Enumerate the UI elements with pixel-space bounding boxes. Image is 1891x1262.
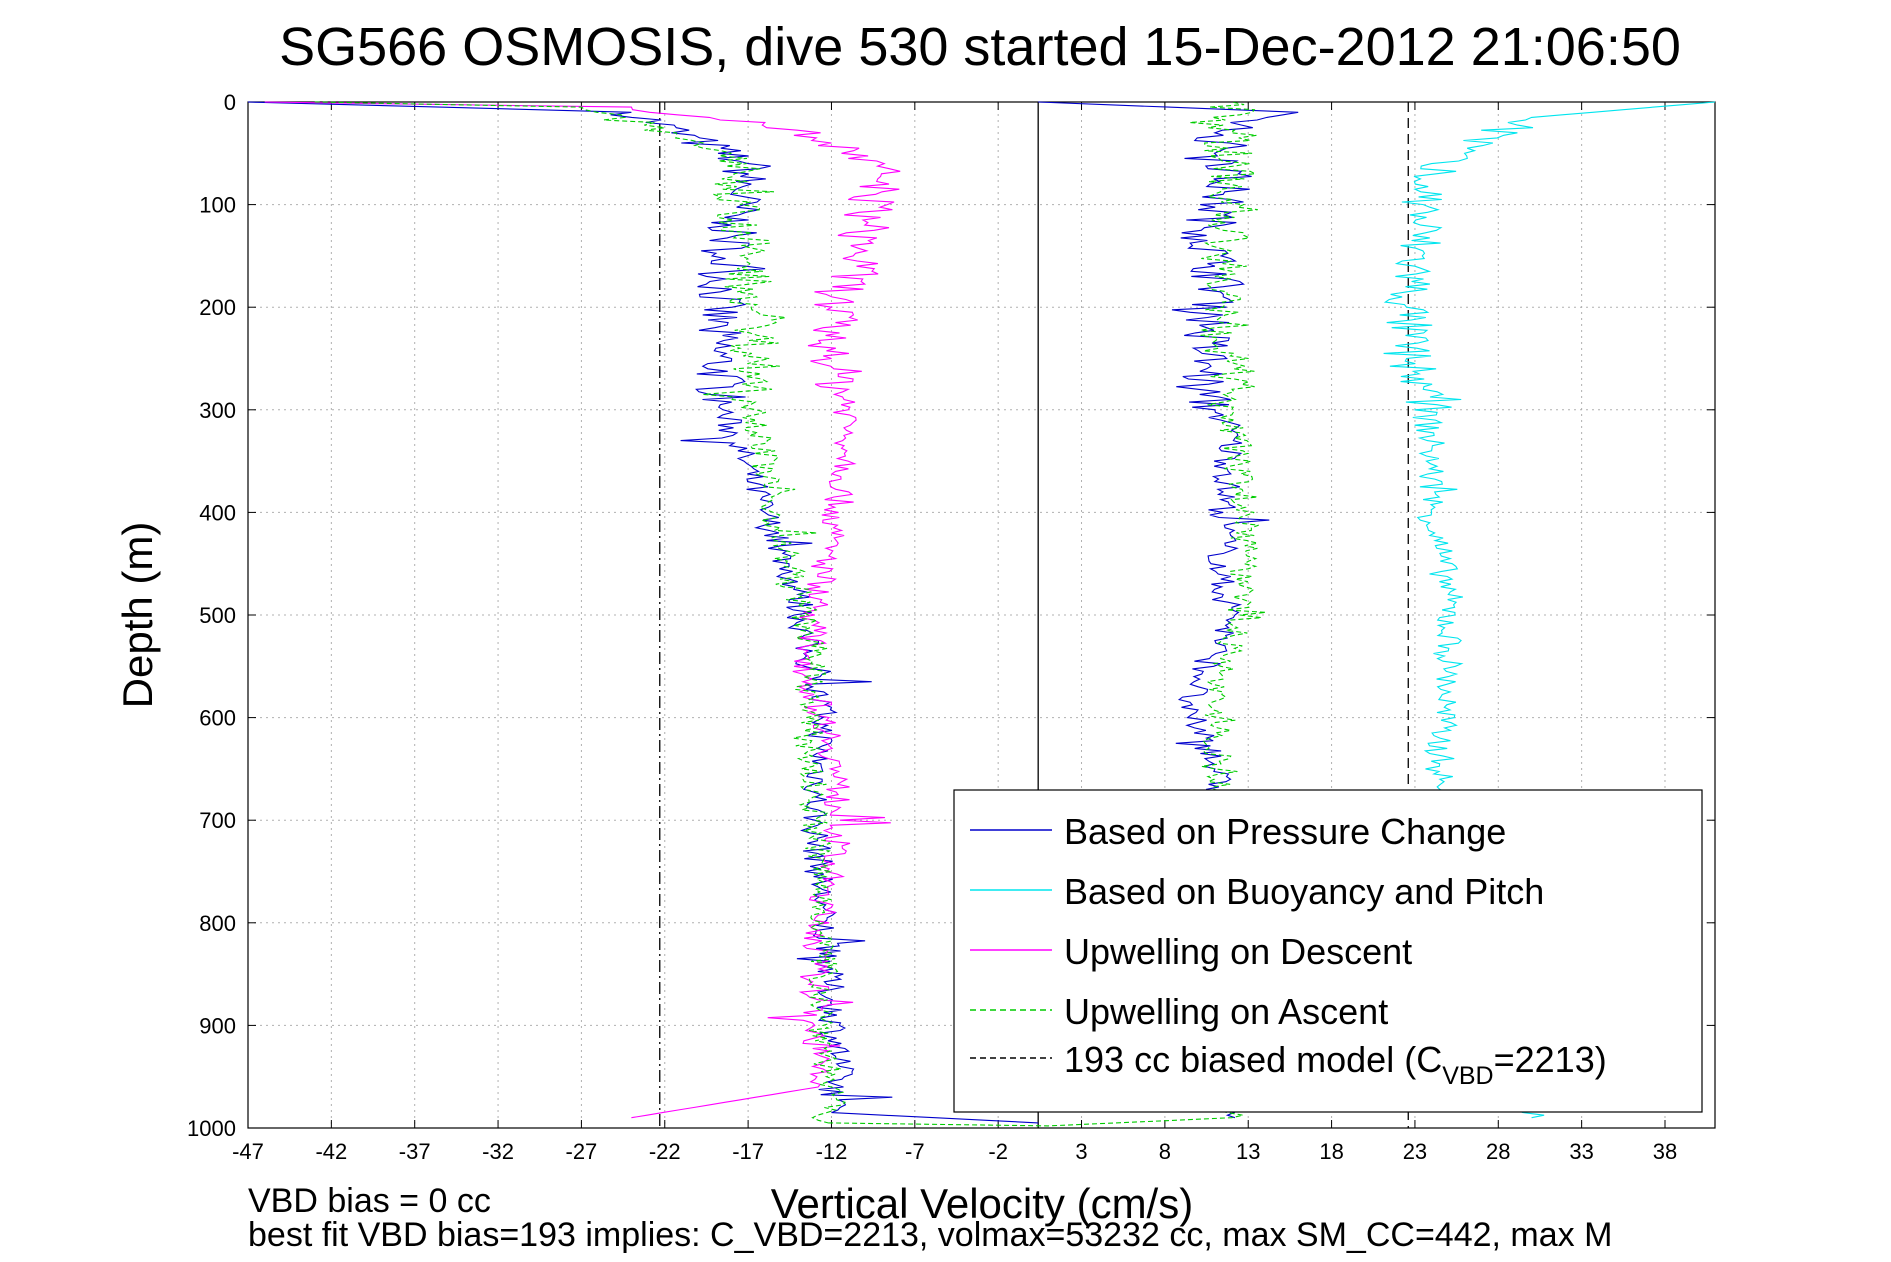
y-tick-label: 700 xyxy=(199,808,236,833)
y-tick-label: 200 xyxy=(199,295,236,320)
series-line-3-0 xyxy=(314,101,846,1124)
legend-label-buoyancy: Based on Buoyancy and Pitch xyxy=(1064,871,1544,912)
x-tick-label: 3 xyxy=(1075,1139,1087,1164)
y-tick-label: 600 xyxy=(199,706,236,731)
x-tick-label: -37 xyxy=(399,1139,431,1164)
y-tick-label: 0 xyxy=(224,90,236,115)
x-tick-label: -17 xyxy=(732,1139,764,1164)
legend-label-model: 193 cc biased model (CVBD=2213) xyxy=(1064,1039,1607,1090)
y-tick-label: 1000 xyxy=(187,1116,236,1141)
x-tick-label: -12 xyxy=(816,1139,848,1164)
x-tick-label: -47 xyxy=(232,1139,264,1164)
legend-label-descent: Upwelling on Descent xyxy=(1064,931,1412,972)
plot-frame xyxy=(247,101,1716,1129)
x-tick-label: -22 xyxy=(649,1139,681,1164)
x-tick-label: 18 xyxy=(1319,1139,1343,1164)
legend: Based on Pressure Change Based on Buoyan… xyxy=(953,789,1703,1113)
legend-label-model-main: 193 cc biased model (C xyxy=(1064,1039,1442,1080)
series-line-3-1 xyxy=(828,101,1266,1127)
y-tick-labels: 0 100 200 300 400 500 600 700 800 900 1000 xyxy=(187,90,236,1141)
legend-label-ascent: Upwelling on Ascent xyxy=(1064,991,1388,1032)
legend-box xyxy=(953,789,1703,1113)
y-tick-label: 100 xyxy=(199,193,236,218)
x-axis-label: Vertical Velocity (cm/s) xyxy=(771,1180,1193,1227)
x-tick-label: 23 xyxy=(1403,1139,1427,1164)
legend-label-pressure: Based on Pressure Change xyxy=(1064,811,1506,852)
x-tick-label: 8 xyxy=(1159,1139,1171,1164)
chart-title: SG566 OSMOSIS, dive 530 started 15-Dec-2… xyxy=(279,17,1681,77)
x-tick-label: 33 xyxy=(1569,1139,1593,1164)
y-tick-label: 800 xyxy=(199,911,236,936)
y-tick-label: 400 xyxy=(199,500,236,525)
legend-label-model-tail: =2213) xyxy=(1494,1039,1607,1080)
x-tick-label: 38 xyxy=(1653,1139,1677,1164)
x-tick-label: 13 xyxy=(1236,1139,1260,1164)
x-tick-label: -42 xyxy=(315,1139,347,1164)
x-tick-label: 28 xyxy=(1486,1139,1510,1164)
x-tick-label: -7 xyxy=(905,1139,925,1164)
vbd-bias-note: VBD bias = 0 cc xyxy=(248,1182,491,1220)
x-tick-labels: -47 -42 -37 -32 -27 -22 -17 -12 -7 -2 3 8 13 18 23 28 33… xyxy=(232,1139,1677,1164)
y-tick-label: 300 xyxy=(199,398,236,423)
y-tick-label: 500 xyxy=(199,603,236,628)
x-tick-label: -2 xyxy=(988,1139,1008,1164)
legend-label-model-sub: VBD xyxy=(1442,1062,1493,1090)
y-axis-label: Depth (m) xyxy=(114,522,161,709)
x-tick-label: -27 xyxy=(566,1139,598,1164)
y-tick-label: 900 xyxy=(199,1013,236,1038)
best-fit-note: best fit VBD bias=193 implies: C_VBD=221… xyxy=(248,1216,1612,1254)
x-tick-label: -32 xyxy=(482,1139,514,1164)
